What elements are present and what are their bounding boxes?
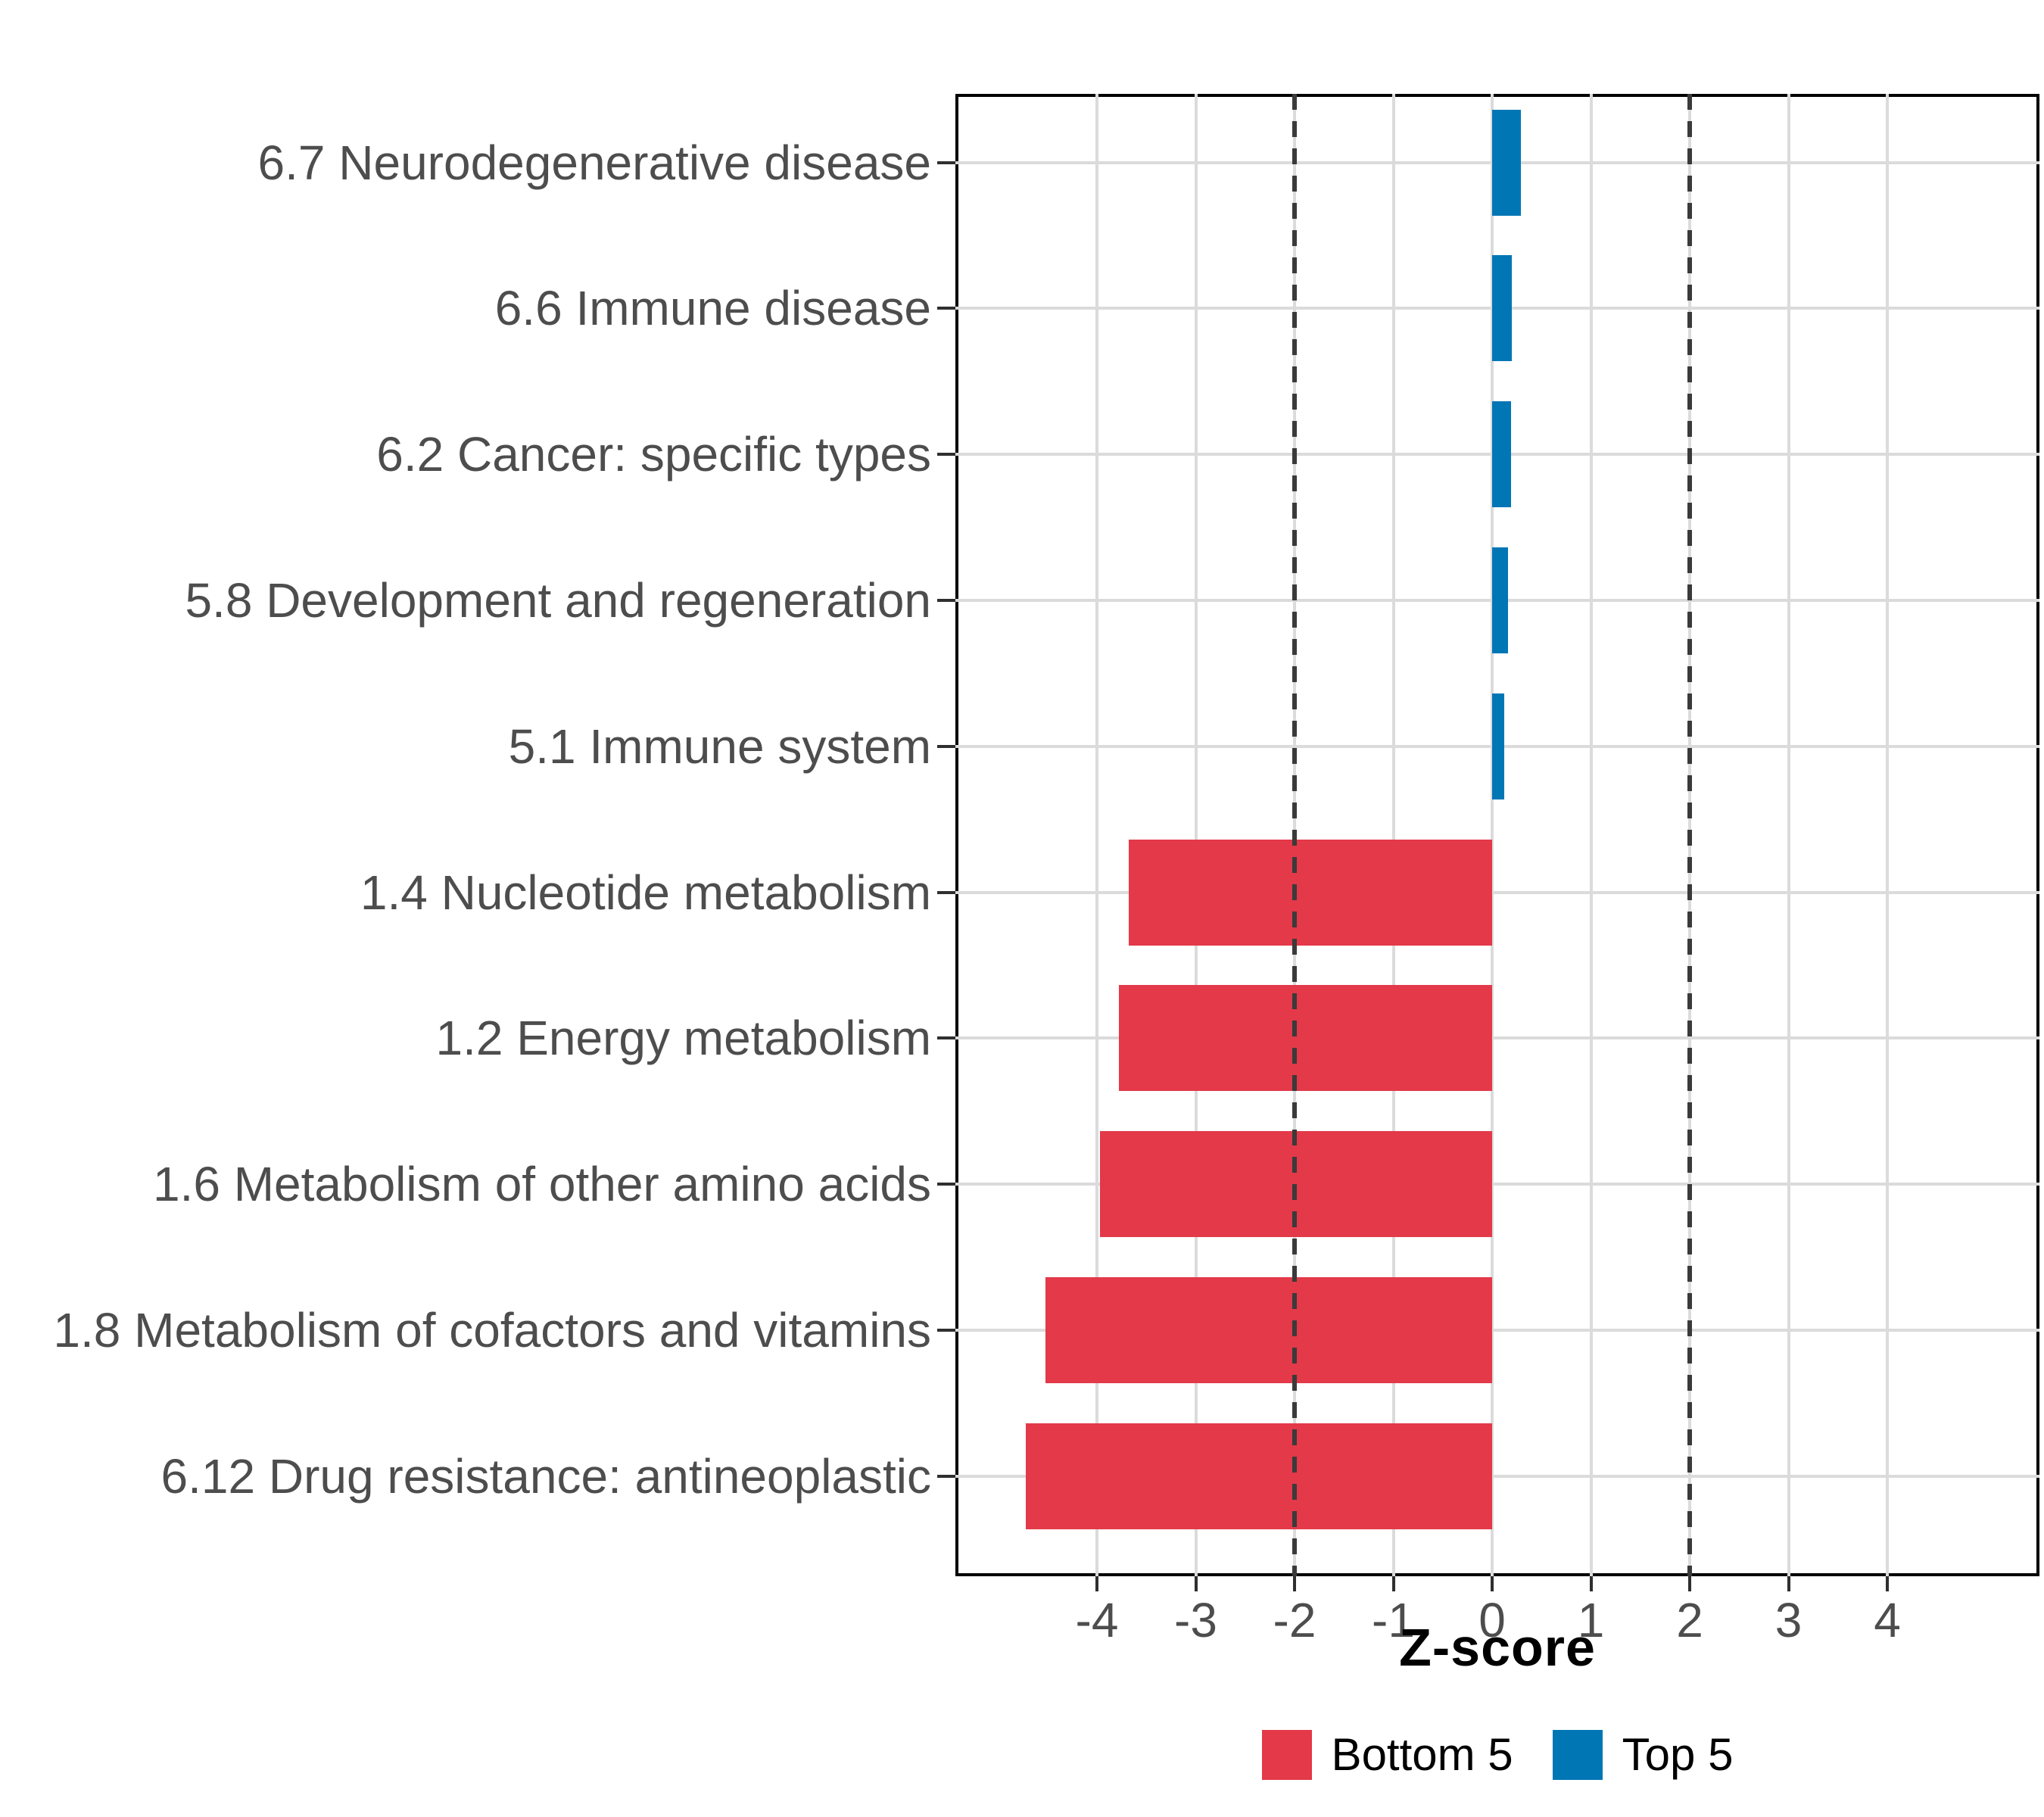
legend: Bottom 5 Top 5: [955, 1725, 2039, 1785]
gridline-vertical: [1391, 94, 1395, 1576]
x-tick-label: 1: [1577, 1593, 1605, 1647]
bar: [1045, 1276, 1492, 1383]
y-axis-label: 5.8 Development and regeneration: [185, 572, 931, 628]
bar: [1492, 255, 1513, 362]
x-axis-tick: [1095, 1576, 1098, 1591]
x-tick-label: 4: [1874, 1593, 1901, 1647]
x-tick-label: -4: [1075, 1593, 1119, 1647]
x-axis-tick: [1589, 1576, 1593, 1591]
gridline-vertical: [1491, 94, 1494, 1576]
x-tick-label: -1: [1372, 1593, 1415, 1647]
bar: [1492, 693, 1504, 799]
gridline-horizontal: [955, 1183, 2039, 1186]
gridline-vertical: [1787, 94, 1790, 1576]
legend-swatch-top5: [1552, 1730, 1603, 1780]
y-axis-label: 1.6 Metabolism of other amino acids: [152, 1157, 931, 1212]
y-axis-label: 6.6 Immune disease: [494, 281, 931, 336]
gridline-vertical: [1886, 94, 1889, 1576]
legend-swatch-bottom5: [1261, 1730, 1312, 1780]
x-axis-tick: [1886, 1576, 1889, 1591]
x-tick-label: -2: [1273, 1593, 1316, 1647]
bar: [1492, 547, 1508, 653]
y-axis-tick: [937, 307, 955, 310]
bar: [1492, 401, 1511, 508]
y-axis-label: 5.1 Immune system: [508, 718, 931, 774]
y-axis-tick: [937, 1183, 955, 1186]
x-tick-label: 2: [1676, 1593, 1703, 1647]
y-axis-tick: [937, 890, 955, 894]
bar: [1128, 839, 1492, 946]
x-axis-tick: [1293, 1576, 1296, 1591]
y-axis-label: 1.8 Metabolism of cofactors and vitamins: [53, 1302, 931, 1357]
gridline-horizontal: [955, 1328, 2039, 1332]
x-tick-label: 3: [1774, 1593, 1803, 1647]
plot-panel: [955, 94, 2039, 1576]
gridline-vertical: [1589, 94, 1593, 1576]
gridline-horizontal: [955, 1474, 2039, 1478]
legend-item: Top 5: [1552, 1729, 1734, 1780]
x-axis-tick: [1491, 1576, 1494, 1591]
y-axis-tick: [937, 744, 955, 748]
reference-line: [1687, 94, 1692, 1576]
legend-label: Top 5: [1622, 1729, 1734, 1780]
x-axis-tick: [1194, 1576, 1198, 1591]
legend-item: Bottom 5: [1261, 1729, 1513, 1780]
y-axis-label: 1.4 Nucleotide metabolism: [360, 865, 931, 920]
x-axis-tick: [1787, 1576, 1790, 1591]
x-axis-title: Z-score: [1399, 1618, 1596, 1677]
y-axis-tick: [937, 1036, 955, 1040]
y-axis-tick: [937, 1474, 955, 1478]
x-tick-label: -3: [1174, 1593, 1217, 1647]
gridline-vertical: [1194, 94, 1198, 1576]
x-axis-tick: [1391, 1576, 1395, 1591]
y-axis-tick: [937, 161, 955, 164]
y-axis-tick: [937, 453, 955, 457]
bar: [1026, 1423, 1492, 1529]
y-axis-label: 1.2 Energy metabolism: [435, 1011, 931, 1066]
gridline-vertical: [1095, 94, 1098, 1576]
reference-line: [1292, 94, 1297, 1576]
y-axis-label: 6.7 Neurodegenerative disease: [257, 135, 932, 190]
bar: [1118, 985, 1492, 1092]
gridline-horizontal: [955, 1036, 2039, 1040]
x-tick-label: 0: [1478, 1593, 1506, 1647]
gridline-horizontal: [955, 890, 2039, 894]
y-axis-label: 6.2 Cancer: specific types: [376, 427, 931, 482]
y-axis-tick: [937, 1328, 955, 1332]
legend-label: Bottom 5: [1331, 1729, 1513, 1780]
bar: [1492, 109, 1521, 216]
y-axis-tick: [937, 598, 955, 602]
y-axis-label: 6.12 Drug resistance: antineoplastic: [160, 1448, 931, 1504]
x-axis-tick: [1688, 1576, 1691, 1591]
